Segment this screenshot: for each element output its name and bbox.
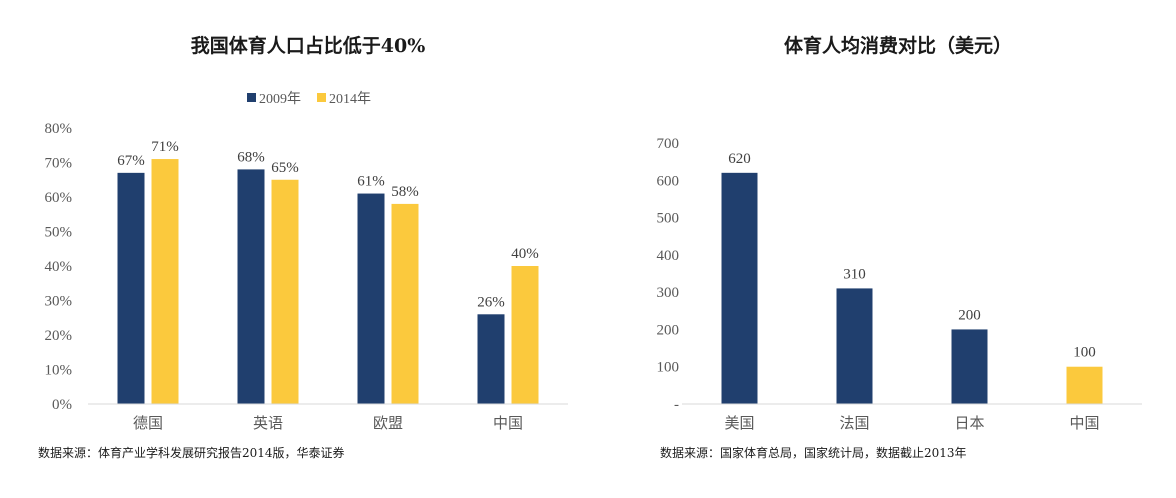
y-tick-label: 700 bbox=[657, 136, 680, 152]
data-label: 26% bbox=[477, 294, 505, 310]
bar bbox=[951, 329, 988, 404]
bar bbox=[836, 288, 873, 404]
data-label: 65% bbox=[271, 160, 299, 176]
bar-2014年 bbox=[151, 159, 179, 404]
chart-title-population: 我国体育人口占比低于40% bbox=[191, 34, 426, 57]
y-tick-label: 600 bbox=[657, 173, 680, 189]
legend-swatch bbox=[317, 93, 326, 102]
x-axis: 德国 英语 欧盟 中国 bbox=[88, 403, 568, 432]
x-axis: 美国 法国 日本 中国 bbox=[682, 403, 1142, 432]
y-tick-label: 400 bbox=[657, 248, 680, 264]
y-tick-label: 0% bbox=[52, 397, 72, 413]
y-tick-label: 100 bbox=[657, 360, 680, 376]
y-tick-label: 20% bbox=[45, 328, 73, 344]
x-tick-label: 欧盟 bbox=[373, 415, 403, 432]
data-label: 310 bbox=[843, 266, 866, 282]
bar bbox=[1066, 366, 1103, 404]
y-tick-label: 40% bbox=[45, 259, 73, 275]
bar-2014年 bbox=[511, 266, 539, 404]
bar-2014年 bbox=[391, 203, 419, 404]
bar-2009年 bbox=[117, 172, 145, 404]
chart-population: 我国体育人口占比低于40% 2009年 2014年 0% 10% 20% 30% 40% 5… bbox=[38, 34, 568, 460]
x-tick-label: 德国 bbox=[133, 414, 163, 432]
x-tick-label: 英语 bbox=[253, 414, 283, 432]
data-label: 58% bbox=[391, 184, 419, 200]
data-label: 71% bbox=[151, 139, 179, 155]
data-label: 200 bbox=[958, 307, 981, 323]
data-label: 40% bbox=[511, 246, 539, 262]
x-tick-label: 日本 bbox=[954, 415, 984, 432]
bar bbox=[721, 172, 758, 404]
source-note-spending: 数据来源：国家体育总局，国家统计局，数据截止2013年 bbox=[660, 445, 967, 460]
data-label: 67% bbox=[117, 153, 145, 169]
legend-label: 2009年 bbox=[259, 91, 301, 107]
y-tick-label: 200 bbox=[657, 322, 680, 338]
y-axis: - 100 200 300 400 500 600 700 bbox=[657, 136, 680, 413]
y-tick-label: 60% bbox=[45, 190, 73, 206]
bar-2009年 bbox=[357, 193, 385, 404]
y-tick-label: 30% bbox=[45, 294, 73, 310]
x-tick-label: 中国 bbox=[493, 415, 523, 432]
y-tick-label: 300 bbox=[657, 285, 680, 301]
chart-spending: 体育人均消费对比（美元） - 100 200 300 400 500 600 700 620 3… bbox=[657, 34, 1142, 460]
source-note-population: 数据来源：体育产业学科发展研究报告2014版，华泰证券 bbox=[38, 445, 345, 460]
data-label: 100 bbox=[1073, 345, 1096, 361]
data-label: 620 bbox=[728, 151, 751, 167]
y-tick-label: 50% bbox=[45, 225, 73, 241]
y-tick-label: 80% bbox=[45, 121, 73, 137]
legend: 2009年 2014年 bbox=[247, 91, 371, 107]
data-label: 68% bbox=[237, 149, 265, 165]
y-tick-label: - bbox=[674, 397, 679, 413]
x-tick-label: 法国 bbox=[839, 415, 869, 432]
bars: 67% 71% 68% 65% 61% 58% 26% 40% bbox=[117, 139, 539, 404]
chart-title-spending: 体育人均消费对比（美元） bbox=[784, 34, 1012, 57]
y-tick-label: 70% bbox=[45, 156, 73, 172]
x-tick-label: 美国 bbox=[724, 415, 754, 432]
bar-2014年 bbox=[271, 179, 299, 404]
legend-label: 2014年 bbox=[329, 91, 371, 107]
legend-swatch bbox=[247, 93, 256, 102]
y-tick-label: 10% bbox=[45, 363, 73, 379]
bar-2009年 bbox=[237, 169, 265, 404]
bar-2009年 bbox=[477, 314, 505, 404]
bars: 620 310 200 100 bbox=[721, 151, 1103, 404]
data-label: 61% bbox=[357, 174, 385, 190]
y-axis: 0% 10% 20% 30% 40% 50% 60% 70% 80% bbox=[45, 121, 73, 413]
x-tick-label: 中国 bbox=[1069, 415, 1099, 432]
y-tick-label: 500 bbox=[657, 211, 680, 227]
